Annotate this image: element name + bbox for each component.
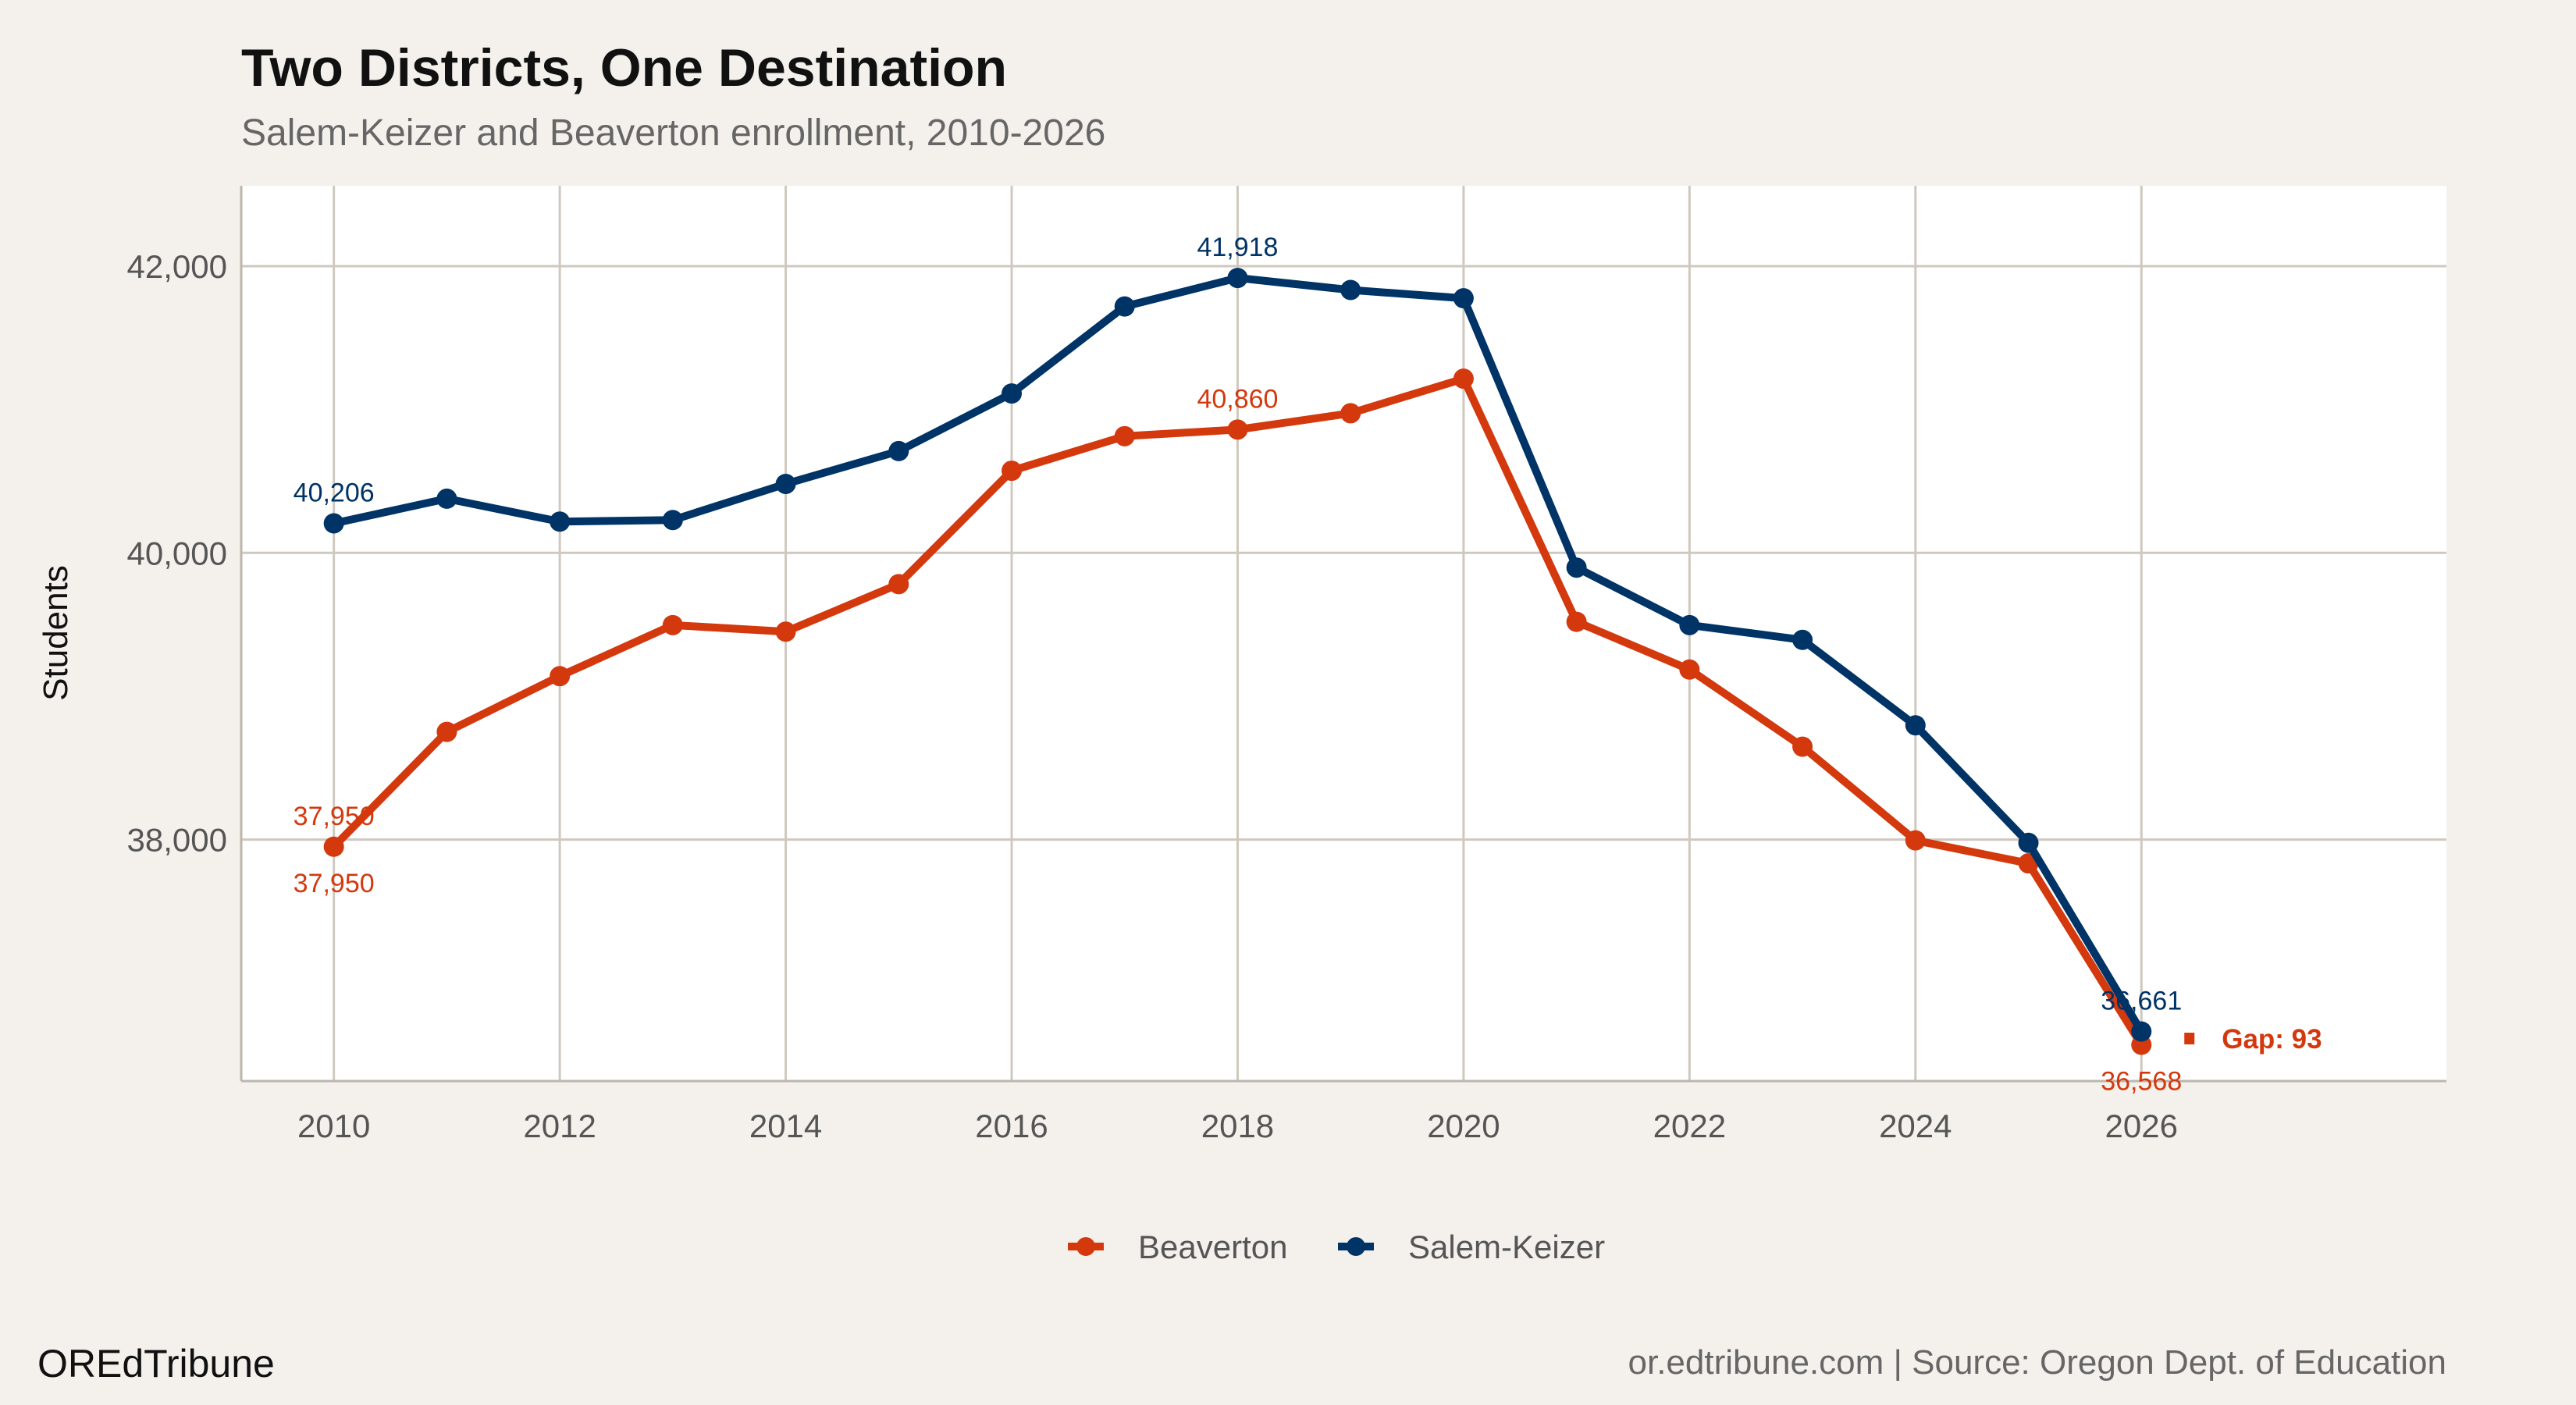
x-tick-label: 2022 <box>1653 1108 1726 1144</box>
x-tick-label: 2020 <box>1427 1108 1500 1144</box>
beaverton-point <box>1002 461 1023 482</box>
x-tick-label: 2010 <box>297 1108 370 1144</box>
legend-key-point <box>1076 1237 1095 1256</box>
beaverton-point <box>1566 611 1587 632</box>
salem-keizer-point <box>550 511 571 532</box>
salem-keizer-point <box>1792 629 1813 650</box>
beaverton-point <box>1227 419 1248 440</box>
data-label: 40,860 <box>1197 384 1278 414</box>
x-tick-label: 2018 <box>1201 1108 1274 1144</box>
chart-subtitle: Salem-Keizer and Beaverton enrollment, 2… <box>241 112 1105 154</box>
beaverton-point <box>1679 659 1700 680</box>
y-axis-label: Students <box>37 565 75 701</box>
legend-label: Salem-Keizer <box>1408 1229 1605 1265</box>
x-tick-label: 2026 <box>2105 1108 2178 1144</box>
salem-keizer-point <box>1453 288 1474 309</box>
salem-keizer-point <box>1905 715 1926 736</box>
beaverton-point <box>323 836 344 857</box>
salem-keizer-point <box>662 510 683 531</box>
brand-logo-text: OREdTribune <box>37 1342 275 1385</box>
salem-keizer-point <box>1227 268 1248 289</box>
data-label: 36,661 <box>2101 986 2182 1016</box>
y-tick-label: 42,000 <box>127 248 227 285</box>
salem-keizer-point <box>1566 557 1587 578</box>
legend-key-point <box>1347 1237 1365 1256</box>
salem-keizer-point <box>436 488 457 509</box>
beaverton-point <box>1905 830 1926 851</box>
y-tick-label: 38,000 <box>127 822 227 859</box>
salem-keizer-point <box>888 440 909 461</box>
data-label: 36,568 <box>2101 1067 2182 1097</box>
gap-annotation: Gap: 93 <box>2222 1024 2322 1055</box>
salem-keizer-point <box>775 473 796 494</box>
salem-keizer-point <box>2018 832 2039 853</box>
x-tick-label: 2024 <box>1879 1108 1952 1144</box>
footer-source: or.edtribune.com | Source: Oregon Dept. … <box>1628 1343 2446 1382</box>
salem-keizer-point <box>323 513 344 534</box>
gap-marker <box>2184 1033 2195 1045</box>
beaverton-point <box>1453 368 1474 389</box>
beaverton-point <box>1340 403 1361 424</box>
y-tick-label: 40,000 <box>127 535 227 571</box>
beaverton-point <box>1114 425 1135 446</box>
data-label: 37,950 <box>294 802 375 831</box>
salem-keizer-point <box>1114 296 1135 317</box>
data-label: 37,950 <box>294 869 375 898</box>
beaverton-point <box>436 721 457 742</box>
chart-title: Two Districts, One Destination <box>241 38 1007 98</box>
x-tick-label: 2012 <box>523 1108 596 1144</box>
salem-keizer-point <box>1340 279 1361 301</box>
plot-panel <box>241 186 2446 1081</box>
x-tick-label: 2014 <box>749 1108 822 1144</box>
salem-keizer-point <box>1679 614 1700 635</box>
salem-keizer-point <box>2131 1021 2152 1042</box>
x-tick-label: 2016 <box>975 1108 1048 1144</box>
beaverton-point <box>550 666 571 687</box>
beaverton-point <box>775 621 796 642</box>
beaverton-point <box>888 574 909 595</box>
legend-label: Beaverton <box>1138 1229 1287 1265</box>
data-label: 41,918 <box>1197 233 1278 262</box>
beaverton-point <box>662 614 683 635</box>
beaverton-point <box>1792 736 1813 757</box>
data-label: 40,206 <box>294 478 375 507</box>
salem-keizer-point <box>1002 383 1023 404</box>
